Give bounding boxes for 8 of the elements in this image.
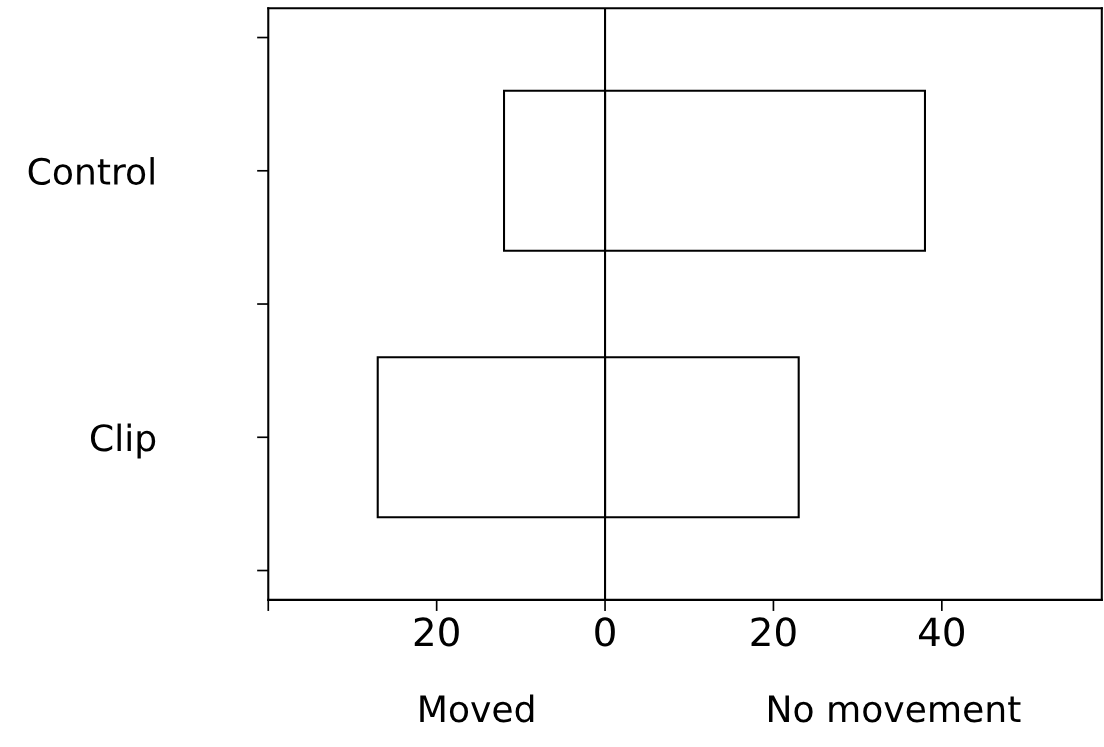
x-tick-label: 0	[595, 617, 615, 647]
x-tick-label: 20	[751, 617, 796, 647]
text: Moved	[420, 694, 534, 723]
x-tick-label: 40	[918, 617, 964, 647]
y-tick-label: Control	[28, 157, 154, 186]
text: No movement	[769, 695, 1021, 723]
y-tick-label: Clip	[90, 423, 156, 459]
x-tick-label: 20	[414, 617, 459, 647]
